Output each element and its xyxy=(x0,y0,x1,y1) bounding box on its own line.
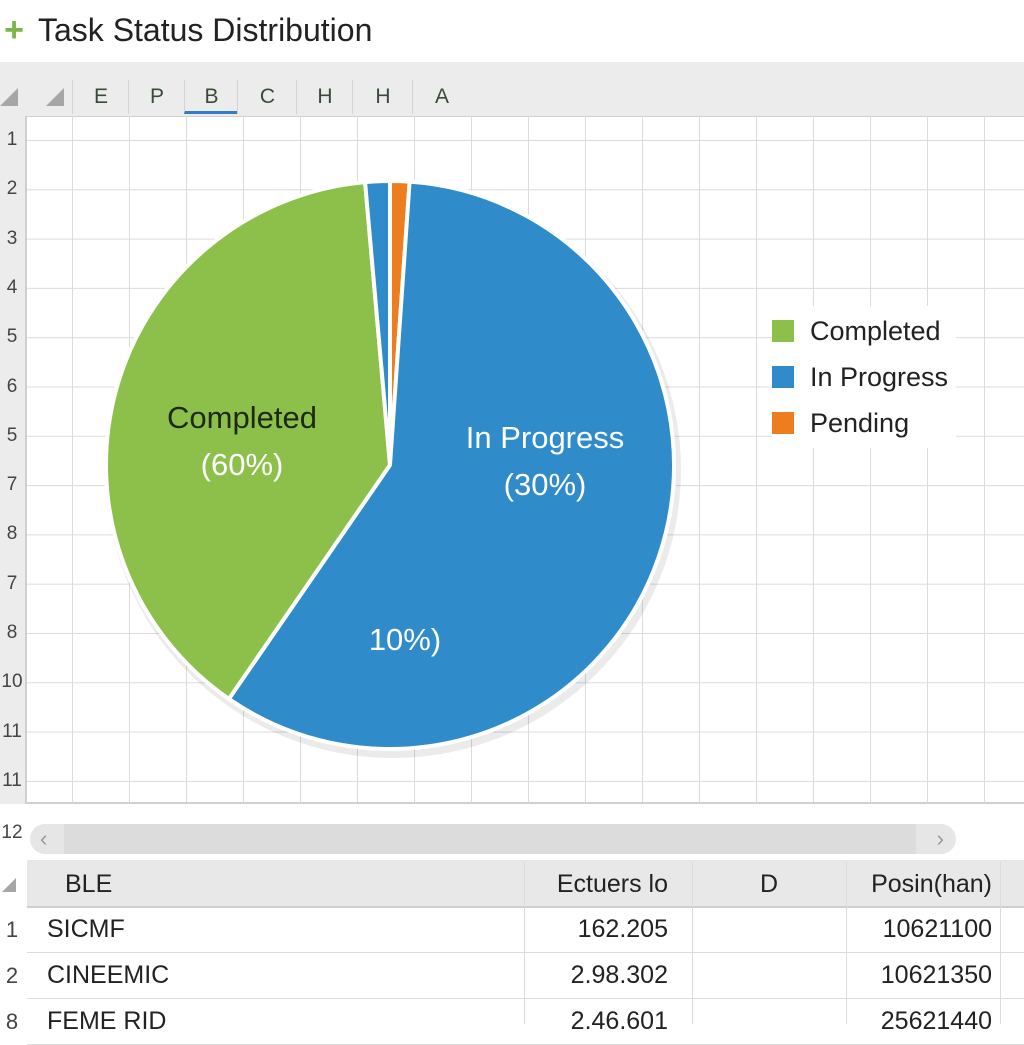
table-cell[interactable]: CINEEMIC xyxy=(47,961,170,989)
scrollbar-thumb[interactable] xyxy=(64,824,916,854)
row-number[interactable]: 7 xyxy=(6,474,18,496)
row-number[interactable]: 4 xyxy=(6,276,18,298)
table-cell[interactable]: 162.205 xyxy=(577,915,668,943)
row-number[interactable]: 2 xyxy=(5,963,19,988)
pie-slice-in-progress[interactable] xyxy=(362,178,392,466)
row-number[interactable]: 8 xyxy=(6,622,18,643)
table-cell[interactable]: 25621440 xyxy=(880,1007,992,1035)
pie-slice-in-progress[interactable] xyxy=(226,179,676,751)
select-all-icon[interactable] xyxy=(2,878,16,892)
column-header[interactable]: P xyxy=(128,80,185,114)
legend-swatch xyxy=(772,366,794,388)
column-header[interactable]: A xyxy=(412,80,471,114)
slice-percent-label: (30%) xyxy=(504,467,587,502)
scroll-right-icon[interactable]: › xyxy=(936,826,944,851)
column-header[interactable]: Ectuers lo xyxy=(556,870,668,898)
chart-legend: Completed In Progress Pending xyxy=(772,306,957,448)
legend-label: Pending xyxy=(810,407,910,438)
pie-chart: Completed (60%) In Progress (30%) 10%) xyxy=(104,178,681,758)
column-header[interactable]: E xyxy=(72,80,129,114)
column-header[interactable]: H xyxy=(352,80,413,114)
row-divider xyxy=(27,952,1024,953)
row-number[interactable]: 8 xyxy=(5,1009,19,1034)
column-header[interactable]: BLE xyxy=(65,870,113,898)
horizontal-scrollbar[interactable]: ‹ › xyxy=(30,824,956,854)
row-number[interactable]: 1 xyxy=(6,129,18,150)
legend-item-completed: Completed xyxy=(772,308,948,354)
legend-label: Completed xyxy=(810,315,941,346)
row-number[interactable]: 10 xyxy=(1,671,23,693)
column-header[interactable]: Posin(han) xyxy=(871,870,992,898)
row-number[interactable]: 6 xyxy=(6,375,18,397)
row-number[interactable]: 8 xyxy=(6,523,18,545)
legend-label: In Progress xyxy=(810,361,949,392)
legend-swatch xyxy=(772,320,794,342)
select-all-icon[interactable] xyxy=(0,88,18,106)
row-number[interactable]: 12 xyxy=(1,822,23,843)
scroll-left-icon[interactable]: ‹ xyxy=(40,826,48,851)
column-divider xyxy=(524,862,525,1024)
legend-item-pending: Pending xyxy=(772,400,948,446)
column-header[interactable]: H xyxy=(296,80,353,114)
row-number[interactable]: 3 xyxy=(6,227,18,249)
page-title: Task Status Distribution xyxy=(38,11,373,48)
column-header[interactable]: B xyxy=(184,80,238,114)
slice-percent-label: (60%) xyxy=(201,447,284,482)
table-cell[interactable]: SICMF xyxy=(47,915,125,943)
row-number[interactable]: 1 xyxy=(5,917,19,942)
row-number[interactable]: 5 xyxy=(6,326,18,348)
table-cell[interactable] xyxy=(692,999,846,1043)
slice-label: In Progress xyxy=(466,420,625,455)
table-cell[interactable] xyxy=(692,907,846,951)
column-header-bar xyxy=(0,62,1024,117)
row-number[interactable]: 2 xyxy=(6,178,18,200)
select-all-icon[interactable] xyxy=(46,88,64,106)
table-cell[interactable]: 2.98.302 xyxy=(570,961,668,989)
table-cell[interactable]: 2.46.601 xyxy=(570,1007,668,1035)
legend-item-in-progress: In Progress xyxy=(772,354,948,400)
row-number[interactable]: 5 xyxy=(6,424,18,446)
column-divider xyxy=(692,862,693,1024)
row-number[interactable]: 7 xyxy=(6,572,18,594)
row-divider xyxy=(27,998,1024,999)
chart-title-bar: + Task Status Distribution xyxy=(0,8,372,52)
legend-swatch xyxy=(772,412,794,434)
table-cell[interactable] xyxy=(692,953,846,997)
slice-label: Completed xyxy=(167,400,317,435)
column-divider xyxy=(1000,862,1001,1024)
table-cell[interactable]: FEME RID xyxy=(47,1007,167,1035)
pie-slice-completed[interactable] xyxy=(104,179,393,702)
row-header-bar xyxy=(0,116,27,804)
plus-icon[interactable]: + xyxy=(4,10,24,49)
row-number[interactable]: 11 xyxy=(2,720,22,742)
column-header[interactable]: D xyxy=(759,870,779,898)
slice-percent-label: 10%) xyxy=(369,622,441,657)
column-header[interactable]: C xyxy=(237,80,297,114)
column-divider xyxy=(846,862,847,1024)
table-cell[interactable]: 10621100 xyxy=(882,915,992,943)
row-number[interactable]: 11 xyxy=(2,769,22,791)
table-header xyxy=(27,860,1024,908)
table-cell[interactable]: 10621350 xyxy=(880,961,992,989)
